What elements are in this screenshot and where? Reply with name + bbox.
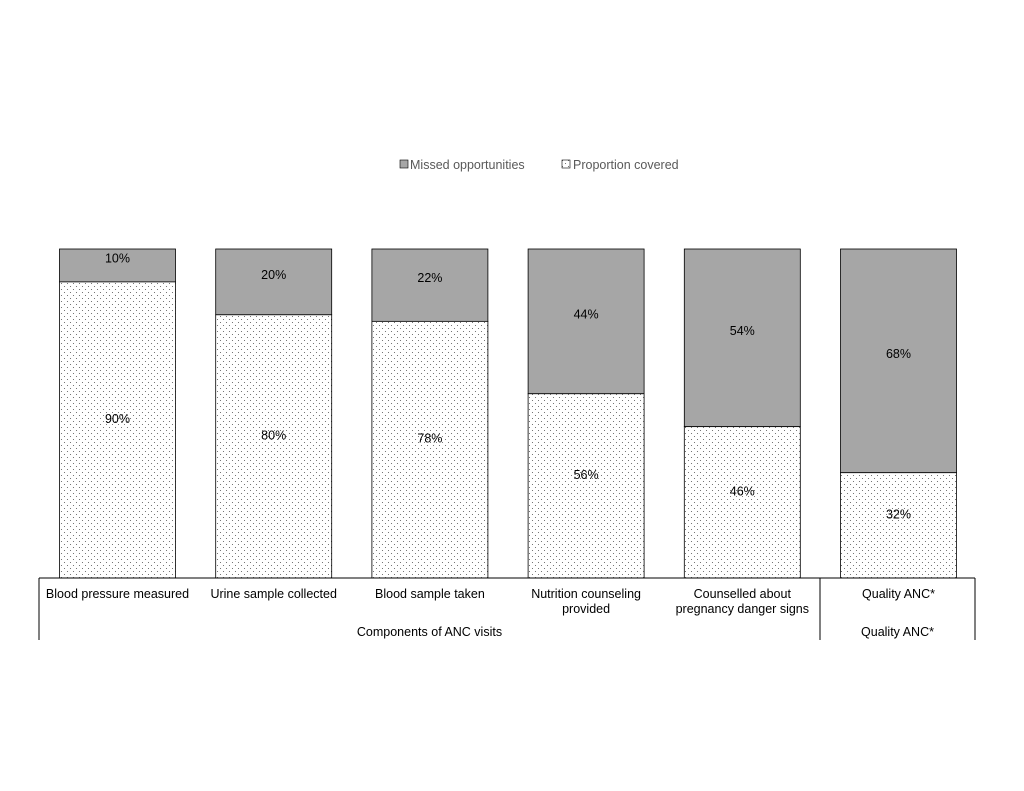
category-label: Blood sample taken — [375, 587, 485, 601]
category-label: Counselled about — [694, 587, 792, 601]
category-label: Blood pressure measured — [46, 587, 189, 601]
data-label-covered: 32% — [886, 507, 911, 521]
data-label-missed: 54% — [730, 324, 755, 338]
bar-covered — [215, 314, 333, 579]
data-label-covered: 78% — [417, 432, 442, 446]
category-label: Quality ANC* — [862, 587, 935, 601]
data-label-missed: 44% — [574, 307, 599, 321]
data-label-covered: 80% — [261, 428, 286, 442]
data-label-missed: 22% — [417, 271, 442, 285]
legend-swatch-missed — [399, 159, 409, 169]
bar-missed — [683, 248, 801, 428]
bar-covered — [840, 472, 957, 579]
bar-missed — [840, 248, 957, 474]
data-label-missed: 10% — [105, 251, 130, 265]
bar-missed — [59, 248, 176, 283]
bars-layer: 10% 90% 20% 80% 22% 78% 44% 56% 54% 46% 68% 32% — [59, 248, 957, 579]
bar-covered — [59, 281, 176, 579]
legend-swatch-covered — [561, 159, 571, 169]
bar-covered — [527, 393, 645, 579]
bar-missed — [215, 248, 333, 316]
bar-missed — [371, 248, 489, 322]
group-label-quality: Quality ANC* — [861, 625, 934, 639]
category-label: provided — [562, 602, 610, 616]
category-axis: Blood pressure measured Urine sample coll… — [38, 577, 976, 640]
data-label-covered: 56% — [574, 468, 599, 482]
data-label-missed: 68% — [886, 347, 911, 361]
bar-missed — [527, 248, 645, 395]
bar-covered — [683, 426, 801, 579]
legend-label-missed: Missed opportunities — [410, 158, 525, 172]
data-label-covered: 46% — [730, 484, 755, 498]
data-label-covered: 90% — [105, 412, 130, 426]
category-label: pregnancy danger signs — [676, 602, 809, 616]
data-label-missed: 20% — [261, 268, 286, 282]
category-label: Nutrition counseling — [531, 587, 641, 601]
legend-label-covered: Proportion covered — [573, 158, 679, 172]
bar-covered — [371, 320, 489, 579]
category-label: Urine sample collected — [210, 587, 336, 601]
legend: Missed opportunities Proportion covered — [399, 158, 679, 172]
group-label-components: Components of ANC visits — [357, 625, 502, 639]
